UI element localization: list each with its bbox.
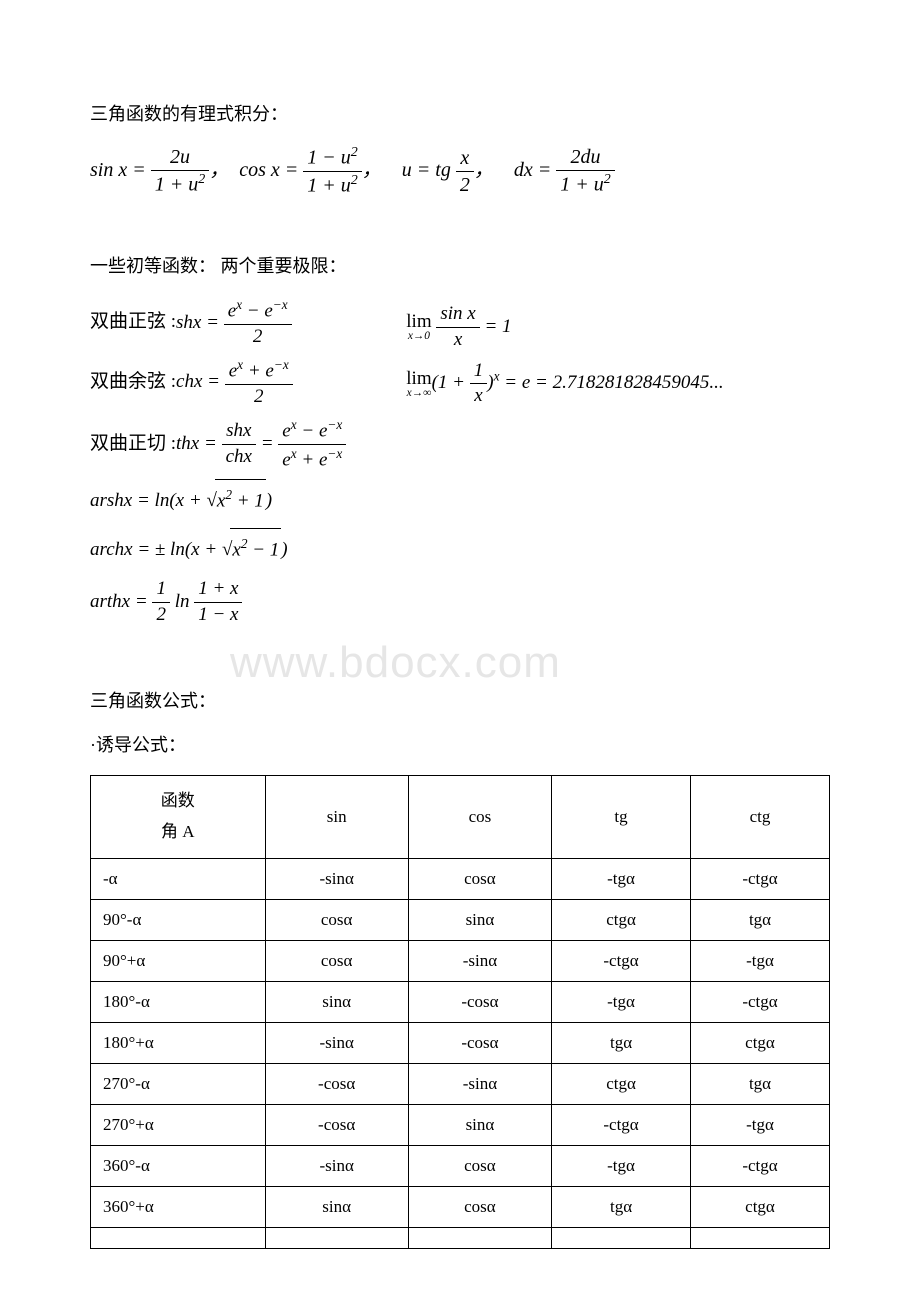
section1-title: 三角函数的有理式积分： [90,100,830,126]
hyperbolic-sine: 双曲正弦 :shx = ex − e−x2 [90,296,346,350]
table-header-cos: cos [408,776,551,858]
elementary-functions-col: 双曲正弦 :shx = ex − e−x2 双曲余弦 :chx = ex + e… [90,296,346,633]
table-row: 270°+α-cosαsinα-ctgα-tgα [91,1104,830,1145]
table-row: 360°-α-sinαcosα-tgα-ctgα [91,1145,830,1186]
limit-sinx: limx→0 sin xx = 1 [406,302,723,352]
rational-integral-formula: sin x = 2u1 + u2， cos x = 1 − u21 + u2， … [90,144,830,198]
arch: archx = ± ln(x + x2 − 1) [90,528,346,571]
two-column-block: 双曲正弦 :shx = ex − e−x2 双曲余弦 :chx = ex + e… [90,296,830,633]
table-row: 180°+α-sinα-cosαtgαctgα [91,1022,830,1063]
hyperbolic-cosine: 双曲余弦 :chx = ex + e−x2 [90,356,346,410]
table-row: 180°-αsinα-cosα-tgα-ctgα [91,981,830,1022]
arsh: arshx = ln(x + x2 + 1) [90,479,346,522]
induction-table: 函数 角 A sin cos tg ctg -α-sinαcosα-tgα-ct… [90,775,830,1248]
table-header-ctg: ctg [691,776,830,858]
table-row: 90°-αcosαsinαctgαtgα [91,899,830,940]
table-header-tg: tg [552,776,691,858]
section3-subtitle: ·诱导公式： [90,731,830,757]
table-row: 270°-α-cosα-sinαctgαtgα [91,1063,830,1104]
limits-col: limx→0 sin xx = 1 limx→∞(1 + 1x)x = e = … [406,296,723,633]
table-row [91,1227,830,1248]
page-content: 三角函数的有理式积分： sin x = 2u1 + u2， cos x = 1 … [90,100,830,1249]
table-row: 360°+αsinαcosαtgαctgα [91,1186,830,1227]
table-row: -α-sinαcosα-tgα-ctgα [91,858,830,899]
table-header-row: 函数 角 A sin cos tg ctg [91,776,830,858]
section2-title: 一些初等函数： 两个重要极限： [90,252,830,278]
table-header-sin: sin [265,776,408,858]
section3-title: 三角函数公式： [90,687,830,713]
arth: arthx = 12 ln 1 + x1 − x [90,577,346,627]
table-row: 90°+αcosα-sinα-ctgα-tgα [91,940,830,981]
limit-e: limx→∞(1 + 1x)x = e = 2.718281828459045.… [406,359,723,409]
hyperbolic-tangent: 双曲正切 :thx = shxchx = ex − e−xex + e−x [90,416,346,473]
table-header-angle: 函数 角 A [91,776,266,858]
